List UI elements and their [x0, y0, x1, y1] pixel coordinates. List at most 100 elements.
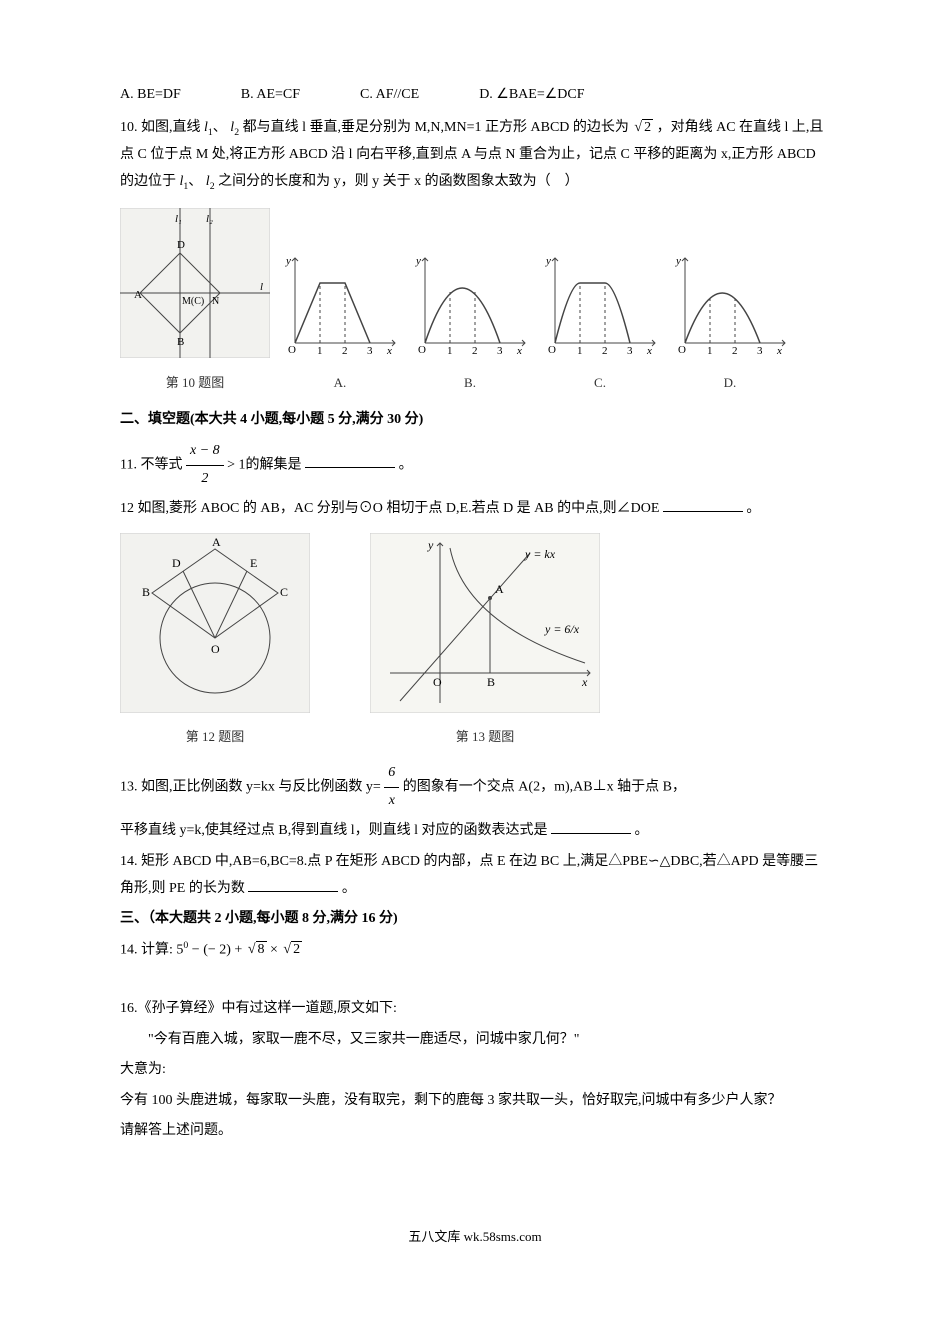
fraction-icon-2: 6 x: [384, 760, 399, 814]
q11: 11. 不等式 x − 8 2 > 1的解集是 。: [120, 438, 830, 492]
svg-text:2: 2: [342, 345, 348, 357]
sqrt2-icon: 2: [632, 115, 653, 142]
q10-main-fig: A D B M(C) N l l₁ l₂ 第 10 题图: [120, 208, 270, 395]
q10-cap-d: D.: [670, 371, 790, 396]
q10-sep1: 、: [213, 120, 227, 135]
svg-text:x: x: [581, 675, 588, 689]
q12: 12 如图,菱形 ABOC 的 AB，AC 分别与⊙O 相切于点 D,E.若点 …: [120, 496, 830, 523]
svg-text:y: y: [285, 255, 291, 267]
svg-text:3: 3: [627, 345, 633, 357]
q14-blank: [248, 877, 338, 892]
svg-text:D: D: [177, 239, 185, 251]
q14: 14. 矩形 ABCD 中,AB=6,BC=8.点 P 在矩形 ABCD 的内部…: [120, 849, 830, 902]
q13-suffix: 。: [635, 823, 649, 838]
q10-main-caption: 第 10 题图: [120, 371, 270, 396]
q11-suffix: 。: [399, 457, 413, 472]
svg-text:A: A: [212, 535, 221, 549]
q13-den: x: [384, 788, 399, 815]
q10-text3: 之间分的长度和为 y，则 y 关于 x 的函数图象太致为（ ）: [218, 174, 579, 189]
svg-text:M(C): M(C): [182, 296, 204, 307]
svg-text:B: B: [177, 336, 184, 348]
q10-svg-c: O 1 2 3 x y: [540, 248, 660, 358]
q10-fig-b: O 1 2 3 x y B.: [410, 248, 530, 395]
fraction-icon: x − 8 2: [186, 438, 224, 492]
q11-blank: [305, 453, 395, 468]
svg-text:1: 1: [447, 345, 453, 357]
q14b-prefix: 14. 计算:: [120, 942, 173, 957]
q10-l2subb: 2: [210, 180, 215, 191]
q13-blank: [551, 819, 631, 834]
q10-svg-d: O 1 2 3 x y: [670, 248, 790, 358]
svg-text:1: 1: [577, 345, 583, 357]
svg-text:O: O: [678, 344, 686, 356]
q16-l2: "今有百鹿入城，家取一鹿不尽，又三家共一鹿适尽，问城中家几何？": [120, 1027, 830, 1054]
q11-mid: > 1的解集是: [227, 457, 301, 472]
section2-heading: 二、填空题(本大共 4 小题,每小题 5 分,满分 30 分): [120, 407, 830, 434]
q14-suffix: 。: [342, 881, 356, 896]
svg-text:y = 6/x: y = 6/x: [544, 622, 580, 636]
q14b: 14. 计算: 50 − (− 2) + 8 × 2: [120, 937, 830, 964]
q9-options: A. BE=DF B. AE=CF C. AF//CE D. ∠BAE=∠DCF: [120, 82, 830, 109]
svg-text:O: O: [433, 675, 442, 689]
q10-square-svg: A D B M(C) N l l₁ l₂: [120, 208, 270, 358]
q12-blank: [663, 497, 743, 512]
q9-opt-c: C. AF//CE: [360, 82, 419, 109]
q13-num: 6: [384, 760, 399, 788]
q10-svg-a: O 1 2 3 x y: [280, 248, 400, 358]
svg-text:O: O: [548, 344, 556, 356]
svg-text:B: B: [487, 675, 495, 689]
q10-svg-b: O 1 2 3 x y: [410, 248, 530, 358]
q14b-sqrt8: 8: [256, 941, 267, 957]
svg-text:N: N: [212, 296, 219, 307]
q11-prefix: 11. 不等式: [120, 457, 182, 472]
svg-text:y = kx: y = kx: [524, 547, 556, 561]
svg-text:l₁: l₁: [175, 213, 182, 225]
q13-fig: A O B x y y = kx y = 6/x 第 13 题图: [370, 533, 600, 750]
q10-cap-a: A.: [280, 371, 400, 396]
q12-q13-figures: A B C D E O 第 12 题图 A O B x y: [120, 533, 830, 750]
q10-fig-c: O 1 2 3 x y C.: [540, 248, 660, 395]
q12-suffix: 。: [746, 501, 760, 516]
svg-text:y: y: [545, 255, 551, 267]
svg-text:3: 3: [757, 345, 763, 357]
svg-text:3: 3: [367, 345, 373, 357]
svg-text:x: x: [776, 345, 782, 357]
svg-text:x: x: [386, 345, 392, 357]
q13b: 平移直线 y=k,使其经过点 B,得到直线 l，则直线 l 对应的函数表达式是 …: [120, 818, 830, 845]
q16-l4: 今有 100 头鹿进城，每家取一头鹿，没有取完，剩下的鹿每 3 家共取一头，恰好…: [120, 1088, 830, 1115]
svg-text:x: x: [516, 345, 522, 357]
svg-text:1: 1: [317, 345, 323, 357]
q12-text: 12 如图,菱形 ABOC 的 AB，AC 分别与⊙O 相切于点 D,E.若点 …: [120, 501, 659, 516]
q13-svg: A O B x y y = kx y = 6/x: [370, 533, 600, 713]
q9-opt-b: B. AE=CF: [241, 82, 300, 109]
q10-text: 10. 如图,直线 l1、 l2 都与直线 l 垂直,垂足分别为 M,N,MN=…: [120, 115, 830, 196]
q16-l1: 16.《孙子算经》中有过这样一道题,原文如下:: [120, 996, 830, 1023]
q14-text: 14. 矩形 ABCD 中,AB=6,BC=8.点 P 在矩形 ABCD 的内部…: [120, 854, 818, 896]
svg-text:2: 2: [472, 345, 478, 357]
q12-fig: A B C D E O 第 12 题图: [120, 533, 310, 750]
section3-heading: 三、（本大题共 2 小题,每小题 8 分,满分 16 分): [120, 906, 830, 933]
svg-text:2: 2: [602, 345, 608, 357]
q10-cap-b: B.: [410, 371, 530, 396]
q10-sep1b: 、: [188, 174, 202, 189]
q13-text2: 平移直线 y=k,使其经过点 B,得到直线 l，则直线 l 对应的函数表达式是: [120, 823, 548, 838]
q13: 13. 如图,正比例函数 y=kx 与反比例函数 y= 6 x 的图象有一个交点…: [120, 760, 830, 814]
q10-l2sub: 2: [234, 126, 239, 137]
q9-opt-a: A. BE=DF: [120, 82, 181, 109]
svg-text:y: y: [675, 255, 681, 267]
q12-caption: 第 12 题图: [120, 725, 310, 750]
svg-text:l: l: [260, 281, 263, 293]
svg-text:D: D: [172, 556, 181, 570]
svg-text:y: y: [415, 255, 421, 267]
svg-text:E: E: [250, 556, 257, 570]
q14b-sqrt2: 2: [291, 941, 302, 957]
spacer: [120, 968, 830, 992]
svg-text:B: B: [142, 585, 150, 599]
q11-den: 2: [186, 466, 224, 493]
q16-l3: 大意为:: [120, 1057, 830, 1084]
q10-figures: A D B M(C) N l l₁ l₂ 第 10 题图 O 1 2 3 x y: [120, 208, 830, 395]
svg-text:A: A: [495, 582, 504, 596]
sqrt2b-icon: 2: [281, 937, 302, 964]
q14b-times: ×: [270, 942, 278, 957]
svg-text:C: C: [280, 585, 288, 599]
